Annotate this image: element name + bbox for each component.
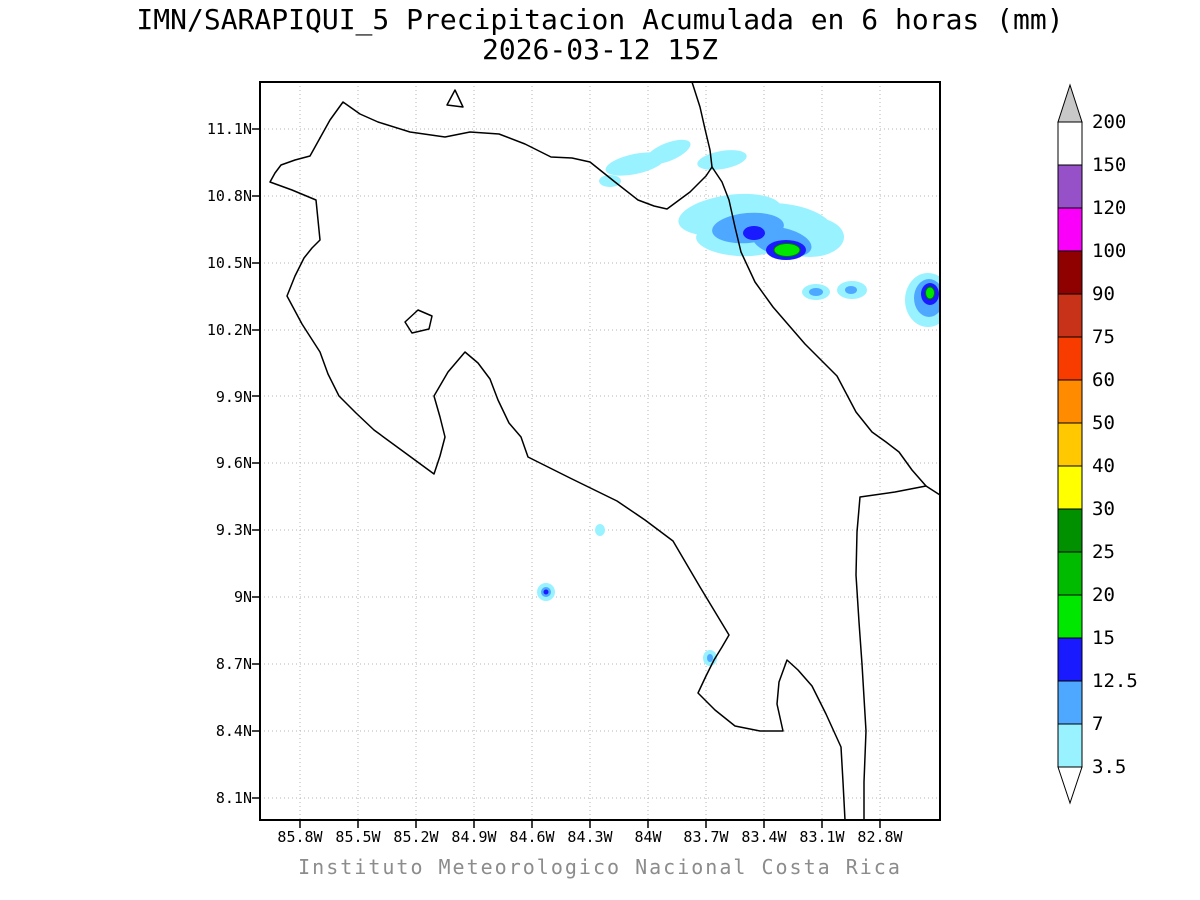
lon-tick-label: 82.8W	[857, 828, 903, 846]
lat-tick-label: 9.3N	[215, 521, 252, 539]
colorbar-label: 12.5	[1092, 670, 1138, 692]
footer-attribution: Instituto Meteorologico Nacional Costa R…	[298, 855, 902, 879]
colorbar-label: 60	[1092, 369, 1115, 391]
colorbar-label: 75	[1092, 326, 1115, 348]
lon-tick-label: 83.4W	[741, 828, 787, 846]
colorbar-label: 20	[1092, 584, 1115, 606]
colorbar-label: 50	[1092, 412, 1115, 434]
lat-tick-label: 9.9N	[215, 388, 252, 406]
lon-tick-label: 84.3W	[567, 828, 613, 846]
colorbar-label: 25	[1092, 541, 1115, 563]
colorbar-arrow-down-icon	[1057, 766, 1083, 805]
lon-tick-label: 85.8W	[277, 828, 323, 846]
map-frame	[259, 81, 941, 821]
lat-tick-label: 9N	[233, 588, 252, 606]
coastline	[269, 82, 940, 820]
lat-tick-label: 8.4N	[215, 722, 252, 740]
colorbar-label: 150	[1092, 154, 1127, 176]
colorbar-label: 40	[1092, 455, 1115, 477]
colorbar-label: 90	[1092, 283, 1115, 305]
colorbar-label: 30	[1092, 498, 1115, 520]
lat-tick-label: 8.1N	[215, 789, 252, 807]
island-outline	[404, 309, 433, 334]
lat-tick-label: 11.1N	[206, 120, 252, 138]
lon-tick-label: 84.9W	[451, 828, 497, 846]
lat-tick-label: 9.6N	[215, 454, 252, 472]
colorbar-label: 15	[1092, 627, 1115, 649]
lon-tick-label: 85.5W	[335, 828, 381, 846]
lat-tick-label: 8.7N	[215, 655, 252, 673]
lon-tick-label: 85.2W	[393, 828, 439, 846]
lon-tick-label: 83.7W	[683, 828, 729, 846]
lon-tick-label: 84W	[634, 828, 662, 846]
lat-tick-label: 10.2N	[206, 321, 252, 339]
map-plot	[252, 81, 941, 828]
colorbar-label: 120	[1092, 197, 1127, 219]
chart-title: IMN/SARAPIQUI_5 Precipitacion Acumulada …	[136, 3, 1064, 36]
map-canvas	[252, 81, 941, 828]
lat-tick-label: 10.5N	[206, 254, 252, 272]
colorbar-label: 3.5	[1092, 756, 1127, 778]
lat-tick-label: 10.8N	[206, 187, 252, 205]
colorbar-label: 200	[1092, 111, 1127, 133]
colorbar	[1057, 83, 1083, 805]
colorbar-label: 7	[1092, 713, 1104, 735]
chart-subtitle: 2026-03-12 15Z	[481, 33, 718, 66]
colorbar-arrow-up-icon	[1057, 83, 1083, 123]
precipitation-shading	[537, 139, 940, 666]
colorbar-label: 100	[1092, 240, 1127, 262]
grid-lines	[260, 82, 940, 820]
small-triangle-feature	[446, 89, 464, 108]
lon-tick-label: 84.6W	[509, 828, 555, 846]
axis-ticks	[252, 128, 881, 828]
lon-tick-label: 83.1W	[799, 828, 845, 846]
